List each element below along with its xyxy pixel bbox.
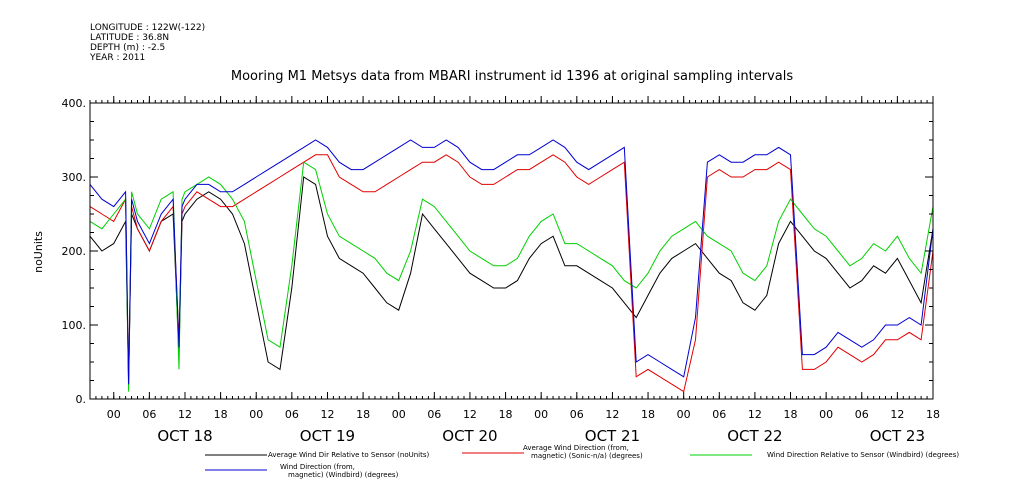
legend-label: magnetic) (Sonic-n/a) (degrees)	[531, 452, 643, 460]
chart-title: Mooring M1 Metsys data from MBARI instru…	[231, 69, 793, 84]
legend-entry-2: Wind Direction Relative to Sensor (Windb…	[690, 451, 959, 459]
meta-year: YEAR : 2011	[89, 53, 145, 63]
x-tick-label: 06	[142, 408, 156, 421]
plot-area	[89, 139, 934, 393]
meta-longitude: LONGITUDE : 122W(-122)	[90, 23, 205, 33]
x-tick-label: 00	[677, 408, 691, 421]
x-tick-label: 06	[427, 408, 441, 421]
x-day-label: OCT 23	[870, 427, 925, 445]
y-tick-label: 300.	[62, 171, 87, 184]
x-tick-label: 18	[641, 408, 655, 421]
legend-label: Wind Direction (from,	[280, 463, 355, 471]
x-tick-label: 06	[570, 408, 584, 421]
y-tick-label: 400.	[62, 97, 87, 110]
meta-depth: DEPTH (m) : -2.5	[90, 43, 165, 53]
series-line-1	[89, 154, 934, 393]
x-tick-label: 00	[392, 408, 406, 421]
x-tick-label: 18	[499, 408, 513, 421]
x-tick-label: 12	[605, 408, 619, 421]
x-tick-label: 06	[855, 408, 869, 421]
legend-label: magnetic) (Windbird) (degrees)	[288, 471, 399, 479]
x-day-label: OCT 18	[157, 427, 212, 445]
x-tick-label: 18	[356, 408, 370, 421]
legend: Average Wind Dir Relative to Sensor (noU…	[205, 444, 959, 479]
x-tick-label: 00	[107, 408, 121, 421]
x-tick-label: 12	[748, 408, 762, 421]
x-tick-label: 12	[320, 408, 334, 421]
x-tick-label: 12	[178, 408, 192, 421]
legend-label: Average Wind Direction (from,	[523, 444, 629, 452]
x-tick-label: 06	[285, 408, 299, 421]
x-tick-label: 06	[712, 408, 726, 421]
x-tick-label: 00	[249, 408, 263, 421]
series-line-0	[89, 176, 934, 385]
meta-latitude: LATITUDE : 36.8N	[90, 33, 169, 43]
legend-label: Wind Direction Relative to Sensor (Windb…	[767, 451, 959, 459]
legend-entry-0: Average Wind Dir Relative to Sensor (noU…	[205, 451, 429, 459]
axes: 0. 100. 200. 300. 400. 00 06 12 18 00 06 12 18 00 06 12…	[62, 96, 940, 445]
series-line-2	[89, 161, 934, 392]
x-tick-label: 00	[819, 408, 833, 421]
x-tick-label: 00	[534, 408, 548, 421]
x-day-label: OCT 19	[300, 427, 355, 445]
legend-label: Average Wind Dir Relative to Sensor (noU…	[268, 451, 429, 459]
y-axis-label: noUnits	[32, 231, 45, 273]
y-tick-label: 200.	[62, 245, 87, 258]
legend-entry-3: Wind Direction (from,magnetic) (Windbird…	[205, 463, 399, 479]
y-tick-label: 0.	[76, 393, 87, 406]
y-tick-label: 100.	[62, 319, 87, 332]
x-day-label: OCT 22	[727, 427, 782, 445]
x-day-label: OCT 20	[442, 427, 497, 445]
x-tick-label: 18	[214, 408, 228, 421]
x-tick-label: 12	[463, 408, 477, 421]
x-day-label: OCT 21	[585, 427, 640, 445]
series-line-3	[89, 139, 934, 385]
x-tick-label: 18	[926, 408, 940, 421]
x-tick-label: 18	[784, 408, 798, 421]
x-tick-label: 12	[890, 408, 904, 421]
legend-entry-1: Average Wind Direction (from,magnetic) (…	[462, 444, 643, 460]
